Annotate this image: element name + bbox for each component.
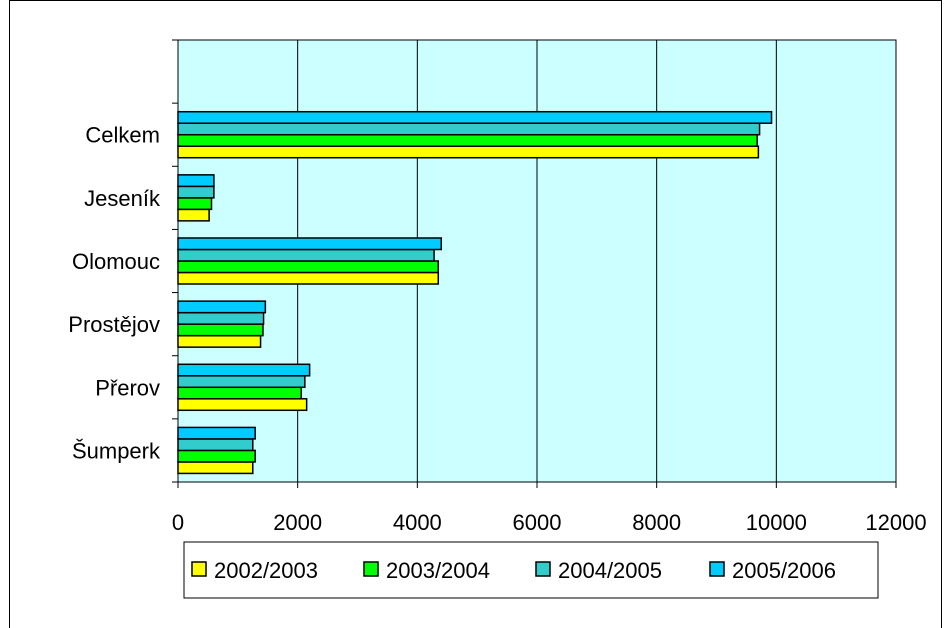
bar [177, 185, 215, 199]
bar [177, 461, 254, 475]
bar [177, 197, 213, 211]
category-label: Celkem [85, 123, 160, 148]
y-axis: Celkem Jeseník Olomouc Prostějov Přerov Šumpe… [68, 39, 179, 483]
legend-label: 2005/2006 [732, 558, 836, 583]
x-tick-label: 0 [172, 510, 184, 535]
legend-swatch [709, 561, 725, 577]
bar [177, 426, 256, 440]
bar [177, 110, 773, 124]
bar [177, 122, 761, 136]
bar [177, 375, 306, 389]
bar [177, 438, 254, 452]
x-tick-label: 8000 [632, 510, 681, 535]
legend-swatch [363, 561, 379, 577]
category-label: Šumperk [72, 438, 161, 463]
x-tick-label: 10000 [746, 510, 807, 535]
bar [177, 260, 440, 274]
bar [177, 449, 256, 463]
bar [177, 323, 264, 337]
bar [177, 386, 303, 400]
legend: 2002/2003 2003/2004 2004/2005 2005/2006 [183, 541, 879, 599]
x-axis: 0 2000 4000 6000 8000 10000 12000 [172, 482, 927, 535]
legend-swatch [535, 561, 551, 577]
bar [177, 145, 760, 159]
legend-box [183, 541, 879, 599]
legend-label: 2003/2004 [386, 558, 490, 583]
bar [177, 248, 435, 262]
category-label: Přerov [95, 375, 160, 400]
bar [177, 334, 262, 348]
category-label: Jeseník [84, 186, 161, 211]
bar [177, 174, 215, 188]
bar [177, 311, 265, 325]
category-label: Olomouc [72, 249, 160, 274]
legend-label: 2004/2005 [558, 558, 662, 583]
bar [177, 208, 210, 222]
bar [177, 271, 440, 285]
bar [177, 398, 308, 412]
bar [177, 133, 758, 147]
x-tick-label: 6000 [513, 510, 562, 535]
legend-swatch [191, 561, 207, 577]
bar [177, 300, 267, 314]
x-tick-label: 12000 [865, 510, 926, 535]
x-tick-label: 4000 [393, 510, 442, 535]
x-tick-label: 2000 [273, 510, 322, 535]
bar [177, 363, 311, 377]
legend-label: 2002/2003 [214, 558, 318, 583]
bar [177, 237, 443, 251]
category-label: Prostějov [68, 312, 160, 337]
